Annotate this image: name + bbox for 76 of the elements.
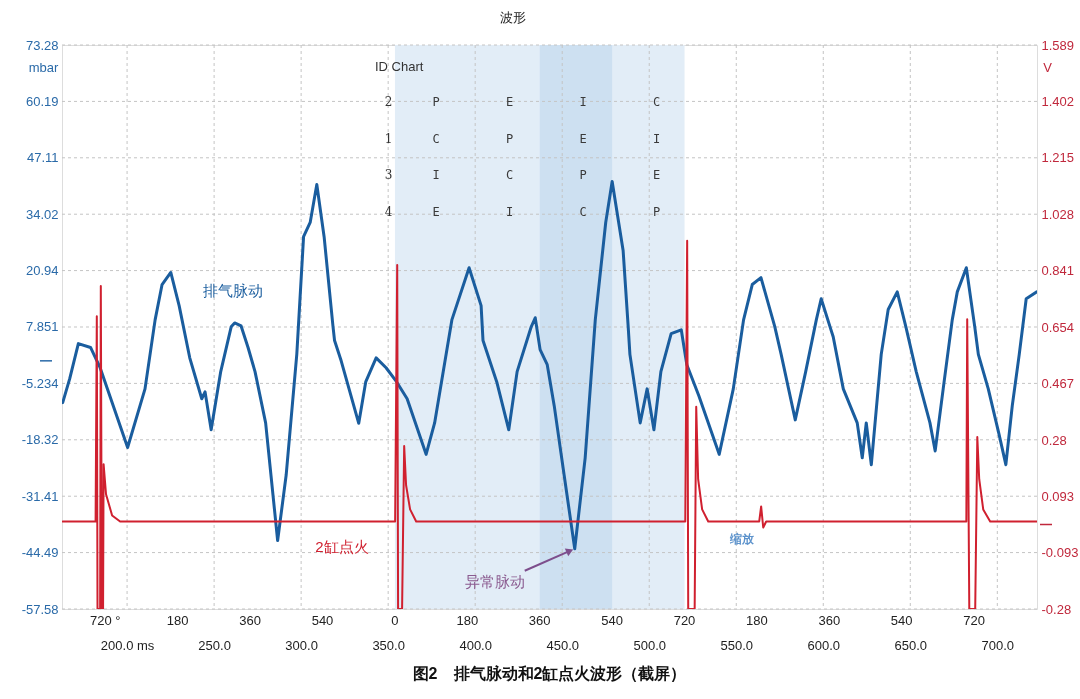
x-tick-label: 400.0: [459, 637, 492, 653]
y2-tick-label: 0.093: [1041, 488, 1075, 504]
text: 0: [391, 613, 399, 628]
annotation: I: [432, 168, 440, 182]
y-tick-label: -31.41: [21, 488, 59, 504]
y-tick-label: 34.02: [25, 206, 59, 222]
annotation: P: [579, 168, 587, 182]
x-tick-label: 450.0: [546, 637, 579, 653]
text: 720: [673, 613, 696, 628]
annotation: E: [579, 131, 587, 146]
x-tick-label: 300.0: [285, 637, 318, 653]
y-tick-label: -44.49: [21, 545, 59, 561]
text: 180: [746, 613, 768, 628]
y2-tick-label: 0.467: [1041, 376, 1075, 392]
y2-tick-label: 0.28: [1041, 432, 1067, 448]
annotation: I: [505, 204, 514, 219]
annotation: I: [652, 131, 661, 146]
text: 360: [818, 613, 841, 628]
annotation: E: [432, 204, 440, 219]
text: 720 °: [90, 613, 121, 628]
x-tick-label: 200.0 ms: [100, 637, 155, 653]
y-tick-label: 60.19: [25, 93, 59, 109]
annotation: C: [579, 204, 587, 219]
annotation: 3: [384, 168, 393, 182]
y-tick-label: -18.32: [21, 432, 59, 448]
text: 图2 排气脉动和2缸点火波形（截屏）: [412, 665, 687, 683]
y2-tick-label: 1.589: [1041, 37, 1075, 53]
annotation: P: [652, 204, 661, 219]
y2-tick-label: -0.093: [1041, 545, 1079, 561]
x-tick-label: 700.0: [981, 637, 1015, 653]
x-tick-label: 250.0: [198, 637, 231, 653]
x-tick-label: 650.0: [894, 637, 928, 653]
series-label: 2缸点火: [315, 538, 369, 555]
annotation: ID Chart: [375, 58, 424, 74]
y-tick-label: 47.11: [26, 150, 59, 166]
annotation: 异常脉动: [464, 572, 525, 590]
y-tick-label: 7.851: [25, 319, 59, 335]
y2-tick-label: -0.28: [1041, 601, 1072, 617]
y-tick-label: 73.28: [25, 37, 59, 53]
text: 波形: [500, 10, 526, 25]
text: 540: [890, 613, 913, 628]
text: 360: [528, 613, 551, 628]
y-tick-label: -57.58: [21, 601, 59, 617]
line-series: [62, 239, 1037, 609]
y-tick-label: 20.94: [25, 263, 59, 279]
y2-tick-label: 1.215: [1041, 150, 1075, 166]
x-tick-label: 500.0: [633, 637, 666, 653]
text: 180: [456, 613, 479, 628]
y2-tick-label: 1.402: [1041, 93, 1075, 109]
x-tick-label: 600.0: [807, 637, 841, 653]
text: 540: [601, 613, 623, 628]
annotation: C: [432, 131, 440, 146]
annotation: E: [652, 168, 661, 182]
x-tick-label: 350.0: [372, 637, 405, 653]
y2-tick-label: 0.841: [1041, 263, 1075, 279]
annotation: P: [505, 131, 514, 146]
series-label: 排气脉动: [203, 282, 263, 299]
y2-axis-title: V: [1043, 59, 1053, 75]
y-axis-title: mbar: [28, 59, 59, 75]
text: 540: [311, 613, 334, 628]
text: 720: [963, 613, 985, 628]
text: 360: [239, 613, 261, 628]
annotation: 缩放: [729, 532, 755, 546]
y2-tick-label: 1.028: [1041, 206, 1075, 222]
annotation: I: [579, 95, 587, 109]
annotation: C: [652, 95, 661, 109]
annotation: P: [432, 95, 440, 109]
annotation: 4: [384, 204, 393, 219]
annotation: 2: [384, 95, 393, 109]
annotation: 1: [384, 131, 393, 146]
y-tick-label: -5.234: [21, 375, 59, 391]
x-tick-label: 550.0: [720, 637, 754, 653]
annotation: E: [505, 95, 514, 109]
y2-tick-label: 0.654: [1041, 319, 1075, 335]
text: 180: [166, 613, 189, 628]
annotation: C: [505, 168, 514, 182]
